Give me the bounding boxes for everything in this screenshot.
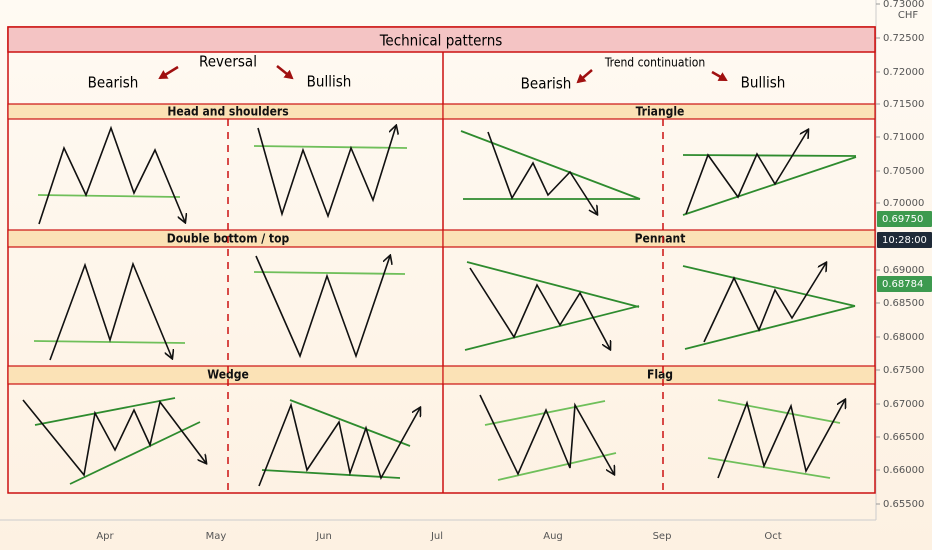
price-label: 0.66500 bbox=[883, 432, 924, 443]
label: Bullish bbox=[307, 73, 352, 91]
month-label: Jul bbox=[430, 531, 443, 542]
price-label: 0.68000 bbox=[883, 332, 924, 343]
table-border bbox=[7, 26, 876, 494]
section-bars bbox=[7, 103, 876, 385]
price-label: 0.70500 bbox=[883, 166, 924, 177]
month-label: Aug bbox=[543, 531, 563, 542]
price-badge bbox=[877, 211, 932, 227]
price-badge-label: 0.69750 bbox=[882, 214, 923, 225]
price-badge bbox=[877, 276, 932, 292]
price-label: 0.67500 bbox=[883, 365, 924, 376]
month-label: Oct bbox=[764, 531, 781, 542]
price-label: 0.72000 bbox=[883, 67, 924, 78]
price-label: 0.73000 bbox=[883, 0, 924, 10]
price-label: 0.72500 bbox=[883, 33, 924, 44]
arrow bbox=[158, 65, 179, 80]
section-title: Triangle bbox=[636, 105, 685, 119]
section-title: Wedge bbox=[207, 368, 249, 382]
section-title: Head and shoulders bbox=[167, 105, 288, 119]
price-badge-label: 10:28:00 bbox=[882, 235, 927, 246]
section-title: Flag bbox=[647, 368, 673, 382]
price-label: 0.67000 bbox=[883, 399, 924, 410]
label: Bearish bbox=[88, 74, 139, 92]
section-title: Pennant bbox=[635, 232, 686, 246]
price-badge bbox=[877, 232, 932, 248]
group-title: Trend continuation bbox=[604, 56, 705, 70]
title: Technical patterns bbox=[379, 32, 503, 50]
month-label: Sep bbox=[653, 531, 672, 542]
price-label: 0.71500 bbox=[883, 99, 924, 110]
price-label: 0.66000 bbox=[883, 465, 924, 476]
price-badge-label: 0.68784 bbox=[882, 279, 923, 290]
month-label: Apr bbox=[96, 531, 114, 542]
currency: CHF bbox=[898, 10, 919, 21]
price-label: 0.68500 bbox=[883, 298, 924, 309]
price-label: 0.71000 bbox=[883, 132, 924, 143]
arrow bbox=[576, 69, 593, 84]
label: Bullish bbox=[741, 74, 786, 92]
label: Bearish bbox=[521, 75, 572, 93]
title-bar bbox=[7, 26, 876, 53]
patterns bbox=[22, 126, 857, 487]
price-label: 0.69000 bbox=[883, 265, 924, 276]
dashed-dividers bbox=[227, 119, 664, 493]
group-title: Reversal bbox=[199, 53, 257, 71]
arrow bbox=[711, 70, 728, 82]
month-label: Jun bbox=[315, 531, 332, 542]
price-label: 0.70000 bbox=[883, 198, 924, 209]
arrow bbox=[276, 65, 294, 80]
month-label: May bbox=[206, 531, 227, 542]
price-label: 0.65500 bbox=[883, 499, 924, 510]
